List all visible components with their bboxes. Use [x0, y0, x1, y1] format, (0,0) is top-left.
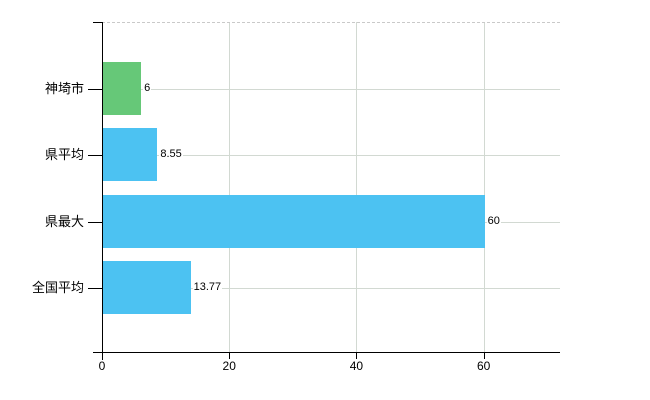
x-gridline — [483, 22, 485, 352]
y-gridline — [102, 288, 560, 289]
x-tick — [229, 353, 231, 359]
y-gridline — [102, 89, 560, 90]
x-tick-label: 60 — [476, 359, 491, 373]
y-tick — [88, 222, 102, 223]
bar-value-label: 13.77 — [192, 280, 223, 295]
y-tick — [88, 89, 102, 90]
x-gridline — [356, 22, 358, 352]
category-label: 県平均 — [44, 147, 84, 162]
y-tick — [88, 155, 102, 156]
x-tick — [356, 353, 358, 359]
bar — [103, 62, 142, 115]
bar — [103, 261, 191, 314]
bar — [103, 195, 485, 248]
bar — [103, 128, 158, 181]
y-gridline — [102, 155, 560, 156]
category-label: 神埼市 — [44, 81, 84, 96]
x-gridline — [229, 22, 231, 352]
bar-value-label: 60 — [486, 214, 501, 229]
plot-top-border — [102, 22, 560, 23]
y-axis-top-cap — [93, 22, 102, 23]
x-tick — [483, 353, 485, 359]
x-tick-label: 20 — [222, 359, 236, 373]
x-tick-label: 0 — [98, 359, 106, 373]
y-tick — [88, 288, 102, 289]
category-label: 全国平均 — [31, 280, 84, 295]
y-axis — [102, 22, 103, 360]
bar-value-label: 8.55 — [159, 147, 183, 162]
x-axis — [93, 352, 560, 353]
x-tick-label: 40 — [349, 359, 364, 373]
bar-value-label: 6 — [143, 81, 152, 96]
category-label: 県最大 — [44, 214, 84, 229]
